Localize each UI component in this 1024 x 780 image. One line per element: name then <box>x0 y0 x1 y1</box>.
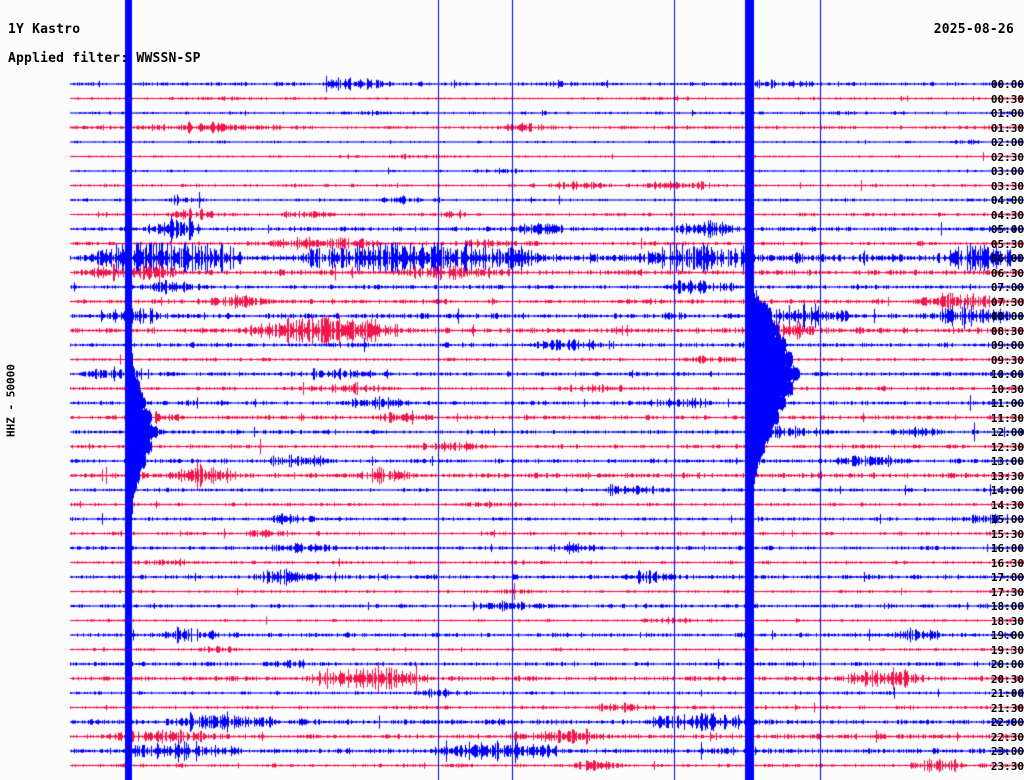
y-axis-title: HHZ - 50000 <box>4 364 18 437</box>
y-axis-title-wrap: HHZ - 50000 <box>0 330 22 470</box>
date-label: 2025-08-26 <box>933 22 1014 37</box>
applied-filter-label: Applied filter: WWSSN-SP <box>8 51 201 66</box>
station-label: 1Y Kastro <box>8 22 81 37</box>
